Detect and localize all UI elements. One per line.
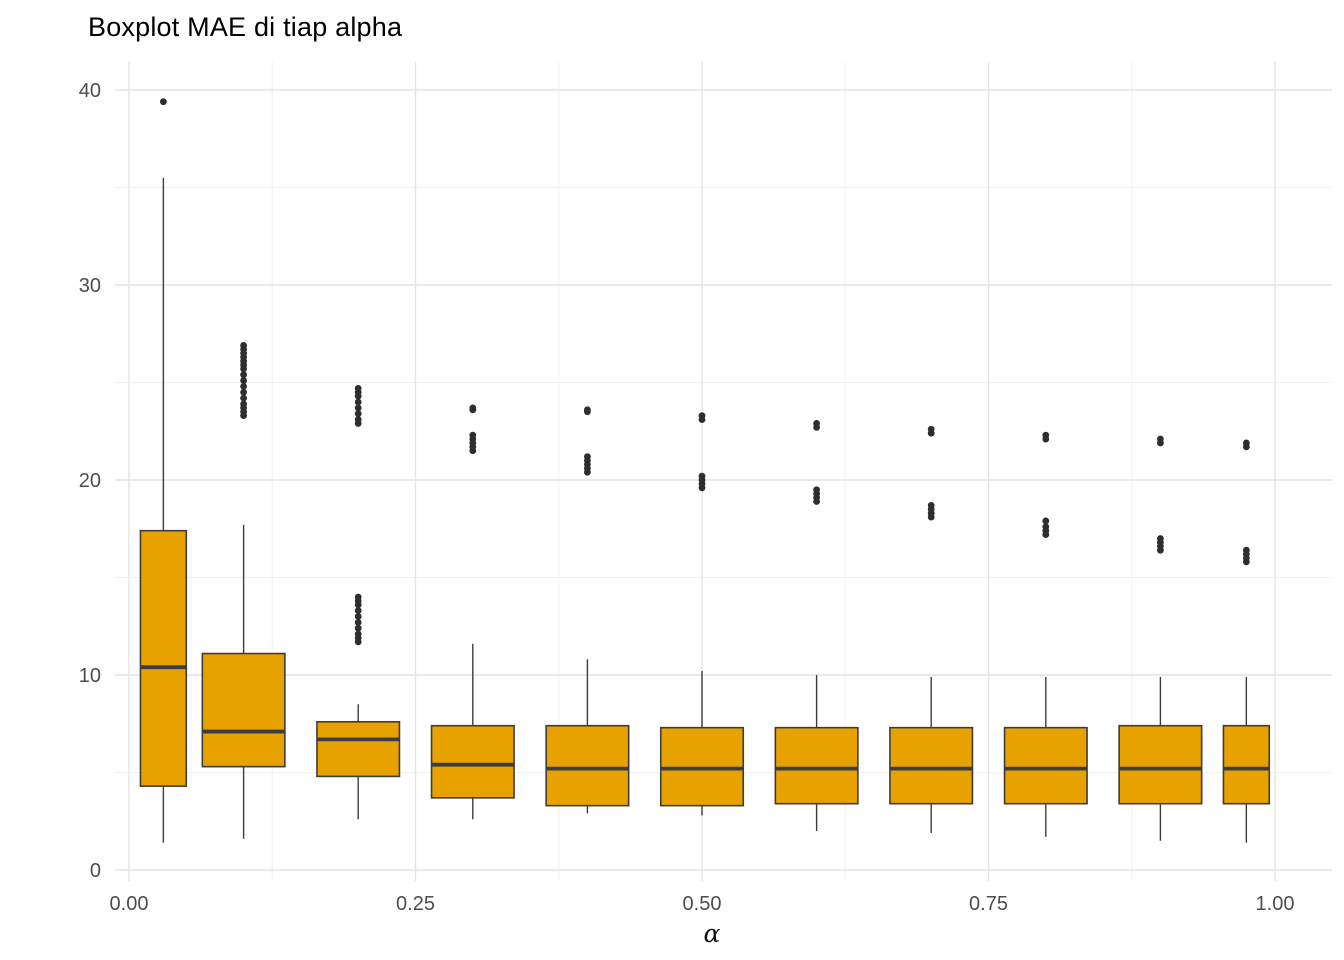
- outlier-point: [354, 416, 362, 423]
- y-tick-label: 20: [79, 470, 101, 492]
- outlier-point: [354, 593, 362, 601]
- outlier-point: [354, 384, 362, 392]
- outlier-point: [354, 607, 362, 615]
- x-tick-label: 0.50: [683, 893, 722, 915]
- outlier-point: [1242, 546, 1250, 554]
- iqr-box: [774, 726, 859, 805]
- outlier-point: [354, 613, 362, 620]
- boxplot-alpha-0.9: [1118, 435, 1203, 841]
- outlier-point: [1042, 431, 1050, 439]
- x-tick-label: 1.00: [1256, 893, 1295, 915]
- outlier-point: [354, 410, 362, 418]
- outlier-point: [469, 404, 477, 412]
- iqr-box: [659, 726, 745, 807]
- outlier-point: [354, 630, 362, 638]
- outlier-point: [1242, 439, 1250, 447]
- iqr-box: [201, 652, 286, 768]
- x-tick-label: 0.75: [969, 893, 1008, 915]
- boxplot-alpha-0.2: [316, 384, 401, 820]
- boxplot-alpha-0.6: [774, 420, 859, 831]
- boxplot-alpha-0.4: [545, 406, 630, 814]
- iqr-box: [1003, 726, 1088, 805]
- outlier-point: [240, 400, 248, 408]
- iqr-box: [545, 724, 630, 807]
- iqr-box: [1222, 724, 1271, 805]
- outlier-point: [240, 377, 248, 384]
- outlier-point: [469, 431, 477, 439]
- outlier-point: [354, 624, 362, 632]
- boxplot-alpha-0.7: [889, 425, 974, 833]
- outlier-point: [813, 486, 820, 494]
- iqr-box: [1118, 724, 1203, 805]
- outlier-point: [1157, 535, 1164, 542]
- outlier-point: [354, 398, 362, 406]
- outlier-point: [354, 618, 362, 626]
- outlier-point: [159, 98, 167, 106]
- boxplot-alpha-0.5: [659, 412, 745, 816]
- outlier-point: [240, 394, 248, 402]
- outlier-point: [240, 388, 248, 396]
- outlier-point: [927, 501, 935, 509]
- outlier-point: [240, 371, 248, 379]
- y-tick-label: 0: [90, 860, 101, 882]
- iqr-box: [316, 720, 401, 778]
- boxplot-alpha-0.975: [1222, 439, 1271, 843]
- outlier-point: [1157, 435, 1164, 443]
- boxplot-alpha-0.03: [139, 98, 188, 843]
- outlier-point: [240, 383, 248, 390]
- outlier-point: [354, 404, 362, 412]
- boxplot-alpha-0.8: [1003, 431, 1088, 837]
- x-tick-label: 0.25: [396, 893, 435, 915]
- iqr-box: [430, 724, 515, 799]
- outlier-point: [240, 342, 248, 349]
- outlier-point: [813, 420, 820, 427]
- outlier-point: [1042, 517, 1050, 525]
- x-tick-label: 0.00: [110, 893, 149, 915]
- outlier-point: [1042, 523, 1050, 531]
- y-tick-label: 40: [79, 80, 101, 102]
- x-axis-title: α: [704, 919, 721, 948]
- iqr-box: [889, 726, 974, 805]
- outlier-point: [927, 425, 935, 433]
- outlier-point: [698, 472, 706, 480]
- outlier-point: [698, 412, 706, 420]
- boxplot-alpha-0.3: [430, 404, 515, 820]
- y-tick-label: 30: [79, 275, 101, 297]
- outlier-point: [584, 453, 591, 460]
- chart-title: Boxplot MAE di tiap alpha: [88, 12, 403, 42]
- boxplot-alpha-0.1: [201, 342, 286, 839]
- outlier-point: [584, 406, 591, 414]
- iqr-box: [139, 529, 188, 787]
- y-tick-label: 10: [79, 665, 101, 687]
